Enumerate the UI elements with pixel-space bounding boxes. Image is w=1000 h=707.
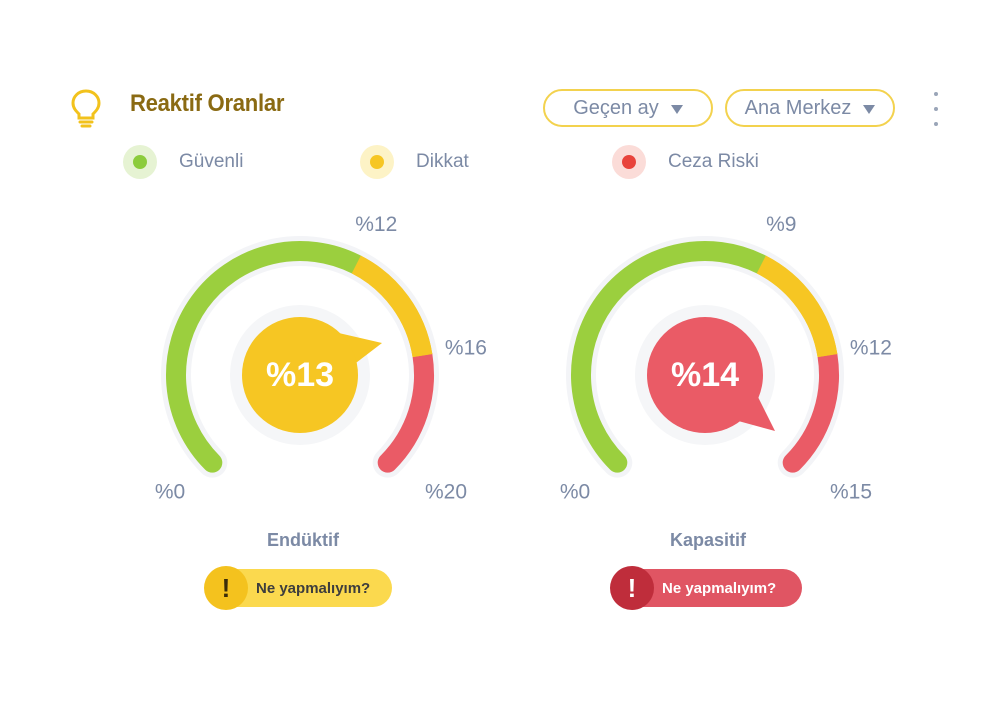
chevron-down-icon: [863, 104, 876, 114]
gauge-name-inductive: Endüktif: [267, 530, 339, 550]
gauge-segment-safe: [571, 241, 772, 473]
legend-dot: [360, 145, 394, 179]
chevron-down-icon: [670, 104, 683, 114]
page-title: Reaktif Oranlar: [130, 90, 285, 117]
more-options-icon[interactable]: [926, 92, 946, 126]
period-dropdown[interactable]: Geçen ay: [543, 89, 713, 127]
legend-item-warning: Dikkat: [360, 145, 469, 179]
value-bubble: [242, 317, 358, 433]
gauge-segment-warning-overlay: [351, 255, 433, 358]
action-label: Ne yapmalıyım?: [256, 579, 371, 597]
gauge-value: %13: [266, 356, 334, 394]
gauge-tick-label: %9: [766, 213, 796, 236]
gauge-tick-label: %12: [355, 213, 397, 236]
gauge-tick-label: %20: [425, 481, 467, 504]
lightbulb-icon: [71, 89, 101, 128]
gauge-name-capacitive: Kapasitif: [669, 530, 747, 550]
gauge-tick-label: %0: [560, 481, 590, 504]
action-label: Ne yapmalıyım?: [662, 579, 777, 597]
gauge-tick-label: %12: [850, 336, 892, 359]
legend-label: Ceza Riski: [668, 151, 759, 172]
legend-label: Dikkat: [416, 151, 469, 172]
header: Reaktif Oranlar Geçen ay Ana Merkez: [0, 0, 1000, 140]
gauge-segment-safe: [166, 241, 367, 473]
legend-label: Güvenli: [179, 151, 244, 172]
center-dropdown-label: Ana Merkez: [744, 96, 852, 119]
center-dropdown[interactable]: Ana Merkez: [725, 89, 895, 127]
exclamation-icon: !: [204, 566, 248, 610]
legend-dot: [123, 145, 157, 179]
legend-item-safe: Güvenli: [123, 145, 243, 179]
value-bubble: [647, 317, 763, 433]
period-dropdown-label: Geçen ay: [573, 96, 659, 119]
legend-item-risk: Ceza Riski: [612, 145, 759, 179]
gauge-segment-risk: [377, 345, 434, 473]
gauge-tick-label: %16: [445, 336, 487, 359]
gauge-segment-risk: [782, 345, 839, 473]
gauge-segment-warning-overlay: [756, 255, 838, 358]
legend-dot: [612, 145, 646, 179]
what-to-do-button-capacitive[interactable]: ! Ne yapmalıyım?: [610, 566, 802, 610]
what-to-do-button-inductive[interactable]: ! Ne yapmalıyım?: [204, 566, 392, 610]
gauge-value: %14: [671, 356, 739, 394]
gauge-tick-label: %0: [155, 481, 185, 504]
gauge-tick-label: %15: [830, 481, 872, 504]
exclamation-icon: !: [610, 566, 654, 610]
bubble-tail: [731, 387, 775, 431]
